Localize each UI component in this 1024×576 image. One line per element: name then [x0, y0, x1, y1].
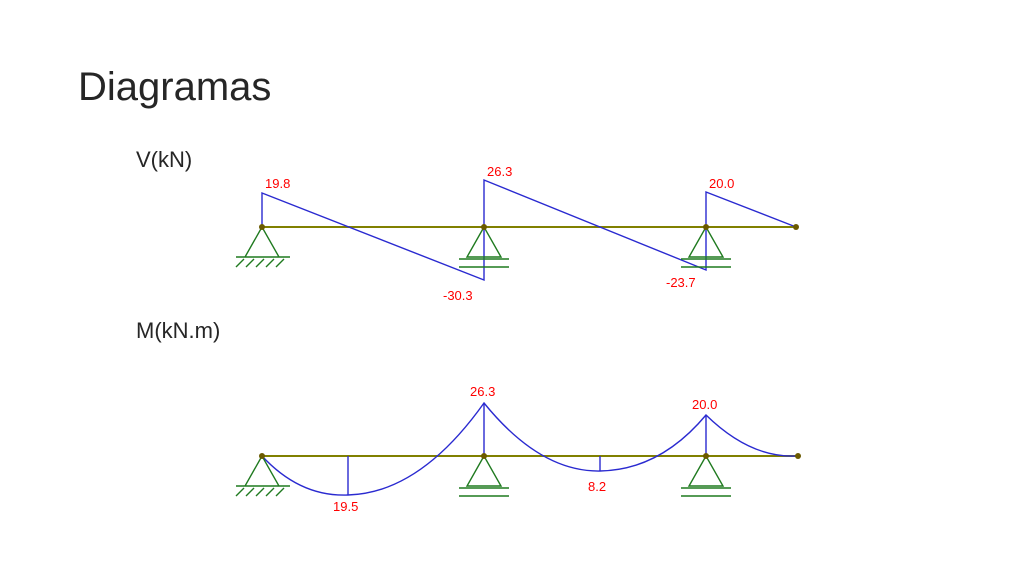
roller-support: [681, 454, 731, 497]
value-label: 20.0: [692, 397, 717, 412]
roller-support: [459, 454, 509, 497]
value-label: 8.2: [588, 479, 606, 494]
node: [703, 224, 709, 230]
node: [259, 453, 265, 459]
value-label: -30.3: [443, 288, 473, 303]
fixed-support: [235, 225, 290, 268]
value-label: 26.3: [487, 164, 512, 179]
ordinate-lines: [347, 403, 707, 495]
moment-diagram: 26.3 20.0 19.5 8.2: [235, 384, 801, 514]
shear-line: [261, 178, 797, 282]
moment-label: M(kN.m): [136, 318, 220, 343]
fixed-support: [235, 454, 290, 497]
value-label: -23.7: [666, 275, 696, 290]
shear-label: V(kN): [136, 147, 192, 172]
roller-support: [681, 225, 731, 268]
node: [481, 224, 487, 230]
value-label: 26.3: [470, 384, 495, 399]
shear-diagram: 19.8 26.3 20.0 -30.3 -23.7: [235, 164, 799, 303]
node: [481, 453, 487, 459]
node: [795, 453, 801, 459]
value-label: 19.8: [265, 176, 290, 191]
roller-support: [459, 225, 509, 268]
value-label: 20.0: [709, 176, 734, 191]
value-label: 19.5: [333, 499, 358, 514]
slide-title: Diagramas: [78, 65, 271, 109]
node: [259, 224, 265, 230]
moment-curve: [261, 401, 797, 496]
node: [793, 224, 799, 230]
node: [703, 453, 709, 459]
